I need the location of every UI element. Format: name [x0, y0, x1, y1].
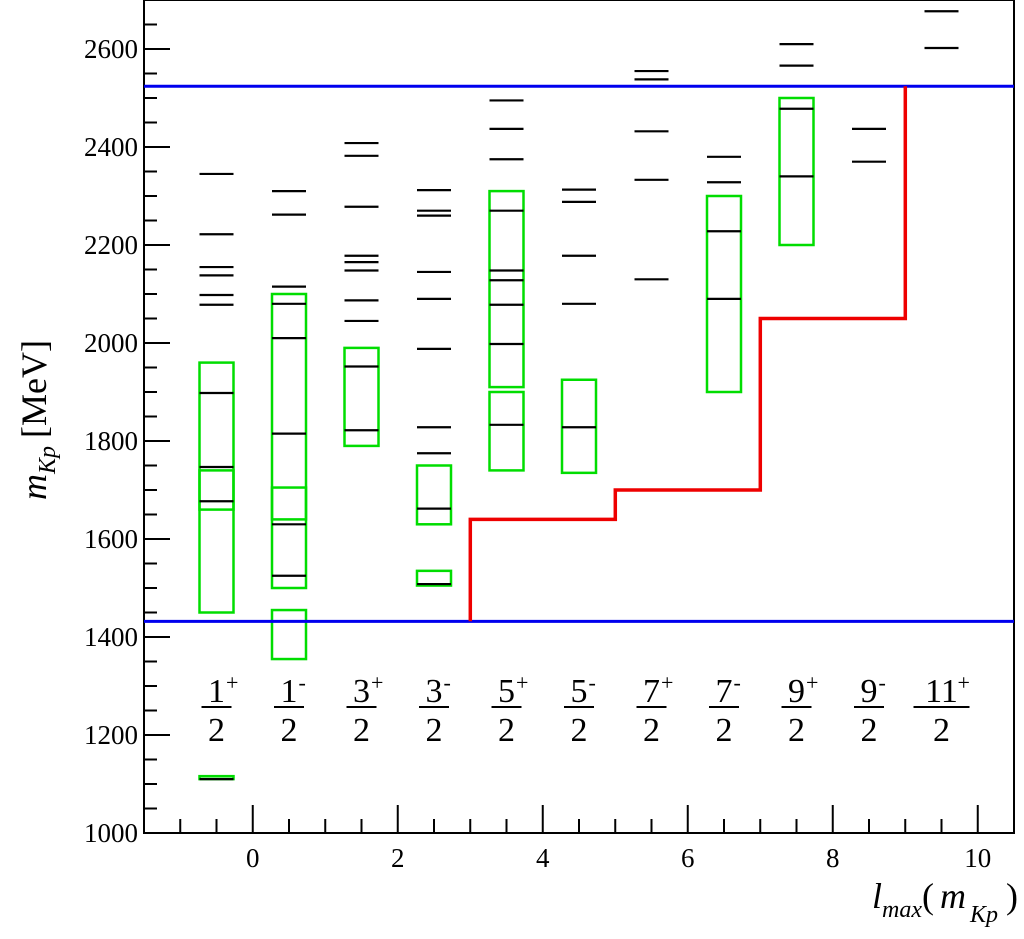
- jp-parity: -: [589, 670, 596, 695]
- x-tick-label: 0: [246, 843, 260, 873]
- y-tick-label: 2200: [84, 230, 138, 260]
- mass-band-box: [415, 569, 453, 587]
- jp-denominator: 2: [933, 712, 950, 749]
- x-tick-label: 6: [681, 843, 695, 873]
- jp-denominator: 2: [861, 712, 878, 749]
- lmax-step-curve: [468, 86, 908, 622]
- mass-band-box: [270, 486, 308, 521]
- jp-numerator: 11: [925, 673, 958, 710]
- mass-band-box: [488, 189, 525, 389]
- jp-parity: +: [806, 670, 818, 695]
- jp-denominator: 2: [281, 712, 298, 749]
- mass-band-box: [415, 464, 453, 526]
- mass-band-box: [198, 361, 235, 614]
- mass-band-box: [705, 194, 743, 394]
- x-tick-label: 10: [964, 843, 991, 873]
- mass-band-box: [488, 390, 525, 472]
- x-tick-label: 2: [391, 843, 405, 873]
- y-tick-label: 1000: [84, 818, 138, 848]
- jp-parity: +: [661, 670, 673, 695]
- jp-numerator: 1: [208, 673, 225, 710]
- jp-denominator: 2: [716, 712, 733, 749]
- jp-numerator: 9: [861, 673, 878, 710]
- y-tick-label: 2400: [84, 132, 138, 162]
- energy-levels: [199, 10, 959, 781]
- mass-band-box: [198, 469, 235, 511]
- jp-numerator: 7: [716, 673, 733, 710]
- x-axis-title: lmax(m Kp): [872, 876, 1018, 928]
- y-tick-label: 1800: [84, 426, 138, 456]
- jp-parity: -: [299, 670, 306, 695]
- jp-parity: +: [516, 670, 528, 695]
- jp-denominator: 2: [353, 712, 370, 749]
- y-tick-label: 2600: [84, 34, 138, 64]
- jp-parity: +: [958, 670, 970, 695]
- jp-parity: -: [734, 670, 741, 695]
- spin-parity-labels: 1 +21 -23 +23 -25 +25 -27 +27 -29 +29 -211 +2: [201, 670, 970, 749]
- jp-numerator: 1: [281, 673, 298, 710]
- jp-denominator: 2: [571, 712, 588, 749]
- jp-parity: +: [371, 670, 383, 695]
- jp-parity: -: [444, 670, 451, 695]
- jp-denominator: 2: [498, 712, 515, 749]
- jp-numerator: 9: [788, 673, 805, 710]
- jp-denominator: 2: [643, 712, 660, 749]
- jp-parity: -: [879, 670, 886, 695]
- y-axis-title: mKp[MeV]: [14, 340, 61, 500]
- jp-numerator: 7: [643, 673, 660, 710]
- jp-numerator: 3: [353, 673, 370, 710]
- mass-band-box: [270, 608, 308, 661]
- axis-ticks: 1000 1200 1400 1600 1800 2000 2200 2400 2600 0 2 4 6…: [84, 0, 1015, 873]
- mass-band-box: [778, 96, 815, 247]
- y-tick-label: 1400: [84, 622, 138, 652]
- mass-band-boxes: [198, 96, 815, 781]
- jp-numerator: 5: [571, 673, 588, 710]
- jp-denominator: 2: [788, 712, 805, 749]
- jp-denominator: 2: [426, 712, 443, 749]
- y-tick-label: 1200: [84, 720, 138, 750]
- jp-parity: +: [226, 670, 238, 695]
- mass-band-box: [343, 346, 380, 448]
- mass-band-box: [270, 292, 308, 590]
- y-tick-label: 1600: [84, 524, 138, 554]
- threshold-and-lmax-lines: [144, 84, 1014, 623]
- jp-numerator: 5: [498, 673, 515, 710]
- jp-numerator: 3: [426, 673, 443, 710]
- x-tick-label: 4: [536, 843, 550, 873]
- y-tick-label: 2000: [84, 328, 138, 358]
- x-tick-label: 8: [826, 843, 840, 873]
- jp-denominator: 2: [208, 712, 225, 749]
